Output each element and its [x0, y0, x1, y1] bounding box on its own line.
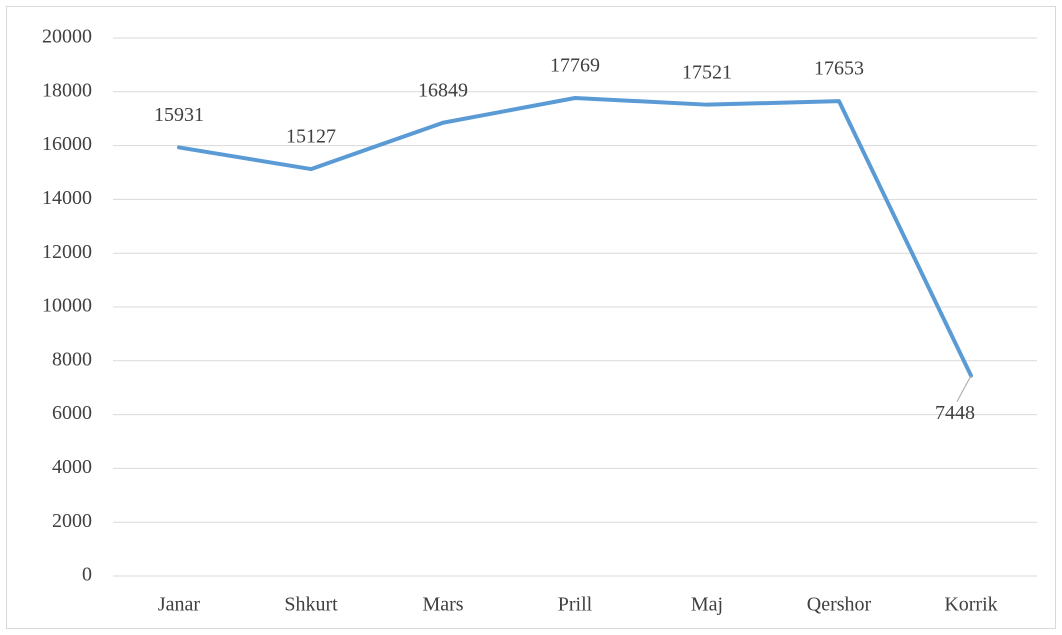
y-tick-label: 12000 [42, 241, 92, 263]
data-label: 16849 [418, 79, 468, 101]
data-label: 17653 [814, 58, 864, 80]
y-tick-label: 8000 [52, 348, 92, 370]
x-tick-label: Shkurt [284, 594, 338, 616]
x-tick-label: Mars [422, 594, 463, 616]
y-tick-label: 0 [82, 564, 92, 586]
y-tick-label: 18000 [42, 79, 92, 101]
data-label: 17521 [682, 61, 732, 83]
y-tick-label: 6000 [52, 402, 92, 424]
leader-line [956, 375, 972, 402]
y-tick-label: 10000 [42, 295, 92, 317]
x-tick-label: Qershor [807, 594, 872, 616]
x-tick-label: Prill [558, 594, 593, 616]
x-tick-label: Janar [158, 594, 201, 616]
data-label: 7448 [935, 402, 975, 424]
x-tick-label: Maj [691, 594, 723, 616]
data-line [177, 96, 973, 378]
data-label: 15127 [286, 126, 336, 148]
y-tick-label: 4000 [52, 456, 92, 478]
y-tick-label: 14000 [42, 187, 92, 209]
y-tick-label: 20000 [42, 26, 92, 48]
chart-border [6, 6, 1056, 629]
x-tick-label: Korrik [944, 594, 997, 616]
y-tick-label: 2000 [52, 510, 92, 532]
data-label: 17769 [550, 55, 600, 77]
y-tick-label: 16000 [42, 133, 92, 155]
data-label: 15931 [154, 104, 204, 126]
